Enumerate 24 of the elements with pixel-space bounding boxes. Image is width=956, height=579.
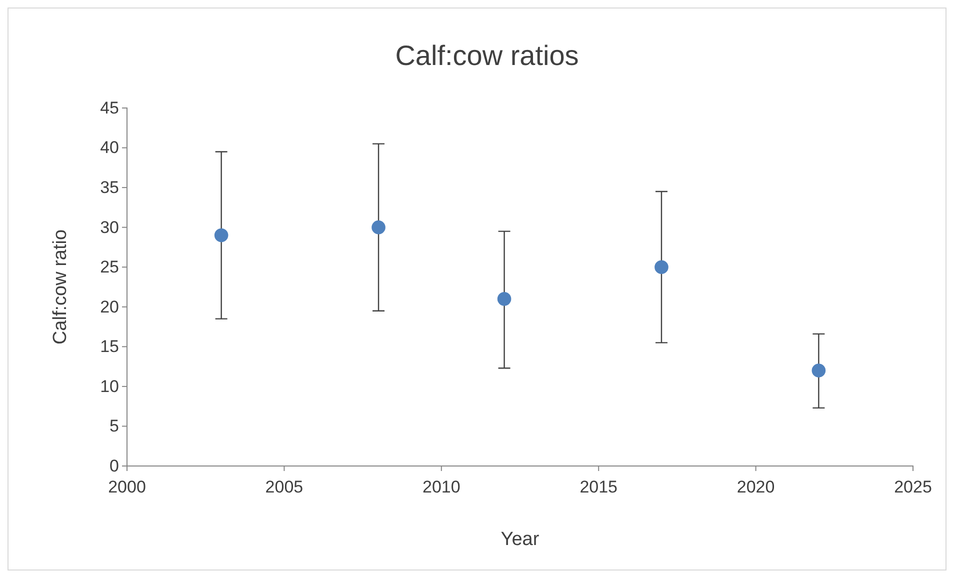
y-tick-label: 5 [110,416,119,436]
y-tick-label: 0 [110,456,119,476]
x-tick-label: 2000 [108,478,146,497]
y-tick-label: 35 [100,178,119,197]
y-tick-label: 15 [100,337,119,356]
x-tick-label: 2025 [894,478,932,497]
point [214,228,228,242]
x-tick-label: 2005 [265,478,304,497]
y-tick-label: 30 [100,218,119,237]
y-tick-label: 10 [100,376,119,396]
y-tick-label: 20 [100,297,119,316]
y-tick-label: 45 [100,98,119,118]
point [812,364,826,378]
point [497,292,512,306]
x-tick-label: 2015 [580,478,618,497]
x-tick-label: 2020 [736,478,775,497]
point [372,220,386,234]
y-axis-title: Calf:cow ratio [50,229,71,345]
chart-title: Calf:cow ratios [395,40,579,71]
x-tick-label: 2010 [422,478,460,497]
y-tick-label: 40 [100,138,119,158]
x-axis-title: Year [500,529,540,550]
y-tick-label: 25 [100,258,119,277]
point [654,260,668,274]
